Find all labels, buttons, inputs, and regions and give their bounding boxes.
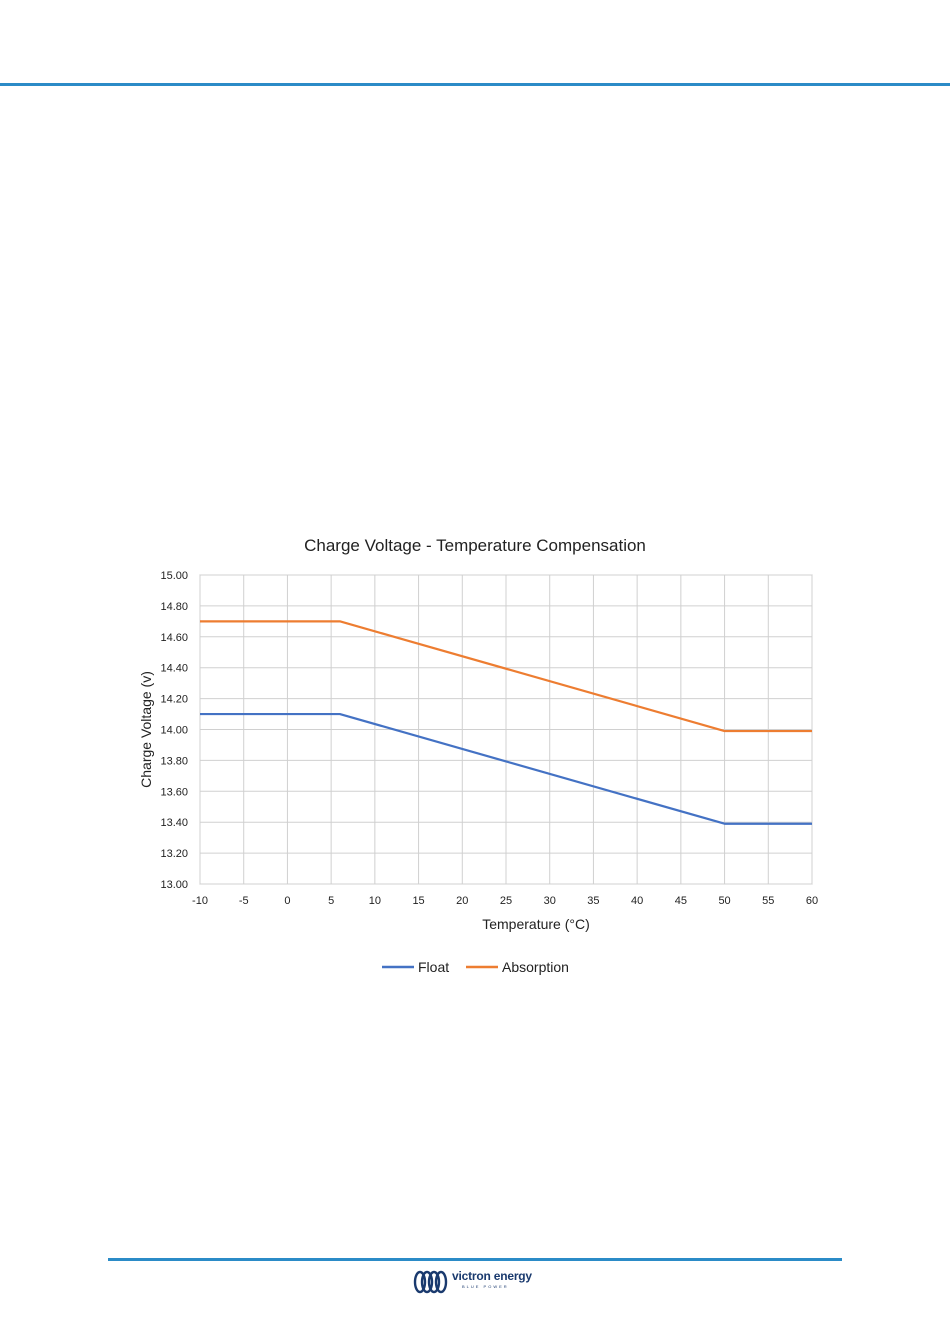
y-tick-label: 14.60 bbox=[160, 632, 188, 644]
brand-name: victron energy bbox=[452, 1269, 532, 1283]
header-rule bbox=[0, 83, 950, 86]
x-tick-label: 10 bbox=[369, 895, 381, 907]
series-line-float bbox=[200, 712, 812, 825]
legend-label-float: Float bbox=[418, 959, 449, 975]
x-tick-label: 50 bbox=[718, 895, 730, 907]
x-tick-label: 55 bbox=[762, 895, 774, 907]
x-tick-label: 35 bbox=[587, 895, 599, 907]
y-tick-label: 13.40 bbox=[160, 817, 188, 829]
y-tick-label: 14.20 bbox=[160, 694, 188, 706]
y-axis-label: Charge Voltage (v) bbox=[138, 671, 154, 788]
x-tick-label: 45 bbox=[675, 895, 687, 907]
y-tick-label: 14.00 bbox=[160, 725, 188, 737]
chart: 13.00 13.20 13.40 13.60 13.80 14.00 14.20 14.40… bbox=[120, 520, 840, 990]
x-axis-label: Temperature (°C) bbox=[482, 916, 590, 932]
x-tick-label: 5 bbox=[328, 895, 334, 907]
x-tick-label: 60 bbox=[806, 895, 818, 907]
x-tick-label: -10 bbox=[192, 895, 208, 907]
y-tick-label: 15.00 bbox=[160, 570, 188, 582]
x-tick-label: 20 bbox=[456, 895, 468, 907]
x-tick-label: 40 bbox=[631, 895, 643, 907]
footer-rule bbox=[108, 1258, 842, 1261]
x-tick-label: 30 bbox=[544, 895, 556, 907]
x-tick-label: 0 bbox=[284, 895, 290, 907]
chart-svg: 13.00 13.20 13.40 13.60 13.80 14.00 14.20 14.40… bbox=[138, 536, 818, 975]
chart-title: Charge Voltage - Temperature Compensatio… bbox=[304, 536, 646, 555]
footer-logo: victron energy BLUE POWER bbox=[412, 1268, 542, 1298]
x-tick-label: 15 bbox=[412, 895, 424, 907]
brand-tagline: BLUE POWER bbox=[462, 1284, 509, 1289]
victron-logo-icon bbox=[413, 1270, 448, 1294]
legend-label-absorption: Absorption bbox=[502, 959, 569, 975]
y-tick-label: 13.00 bbox=[160, 879, 188, 891]
y-tick-label: 13.60 bbox=[160, 786, 188, 798]
series-line-absorption bbox=[200, 620, 812, 733]
y-tick-label: 13.80 bbox=[160, 755, 188, 767]
x-tick-label: -5 bbox=[239, 895, 249, 907]
y-tick-label: 14.80 bbox=[160, 601, 188, 613]
x-tick-label: 25 bbox=[500, 895, 512, 907]
y-tick-label: 14.40 bbox=[160, 663, 188, 675]
y-tick-label: 13.20 bbox=[160, 848, 188, 860]
